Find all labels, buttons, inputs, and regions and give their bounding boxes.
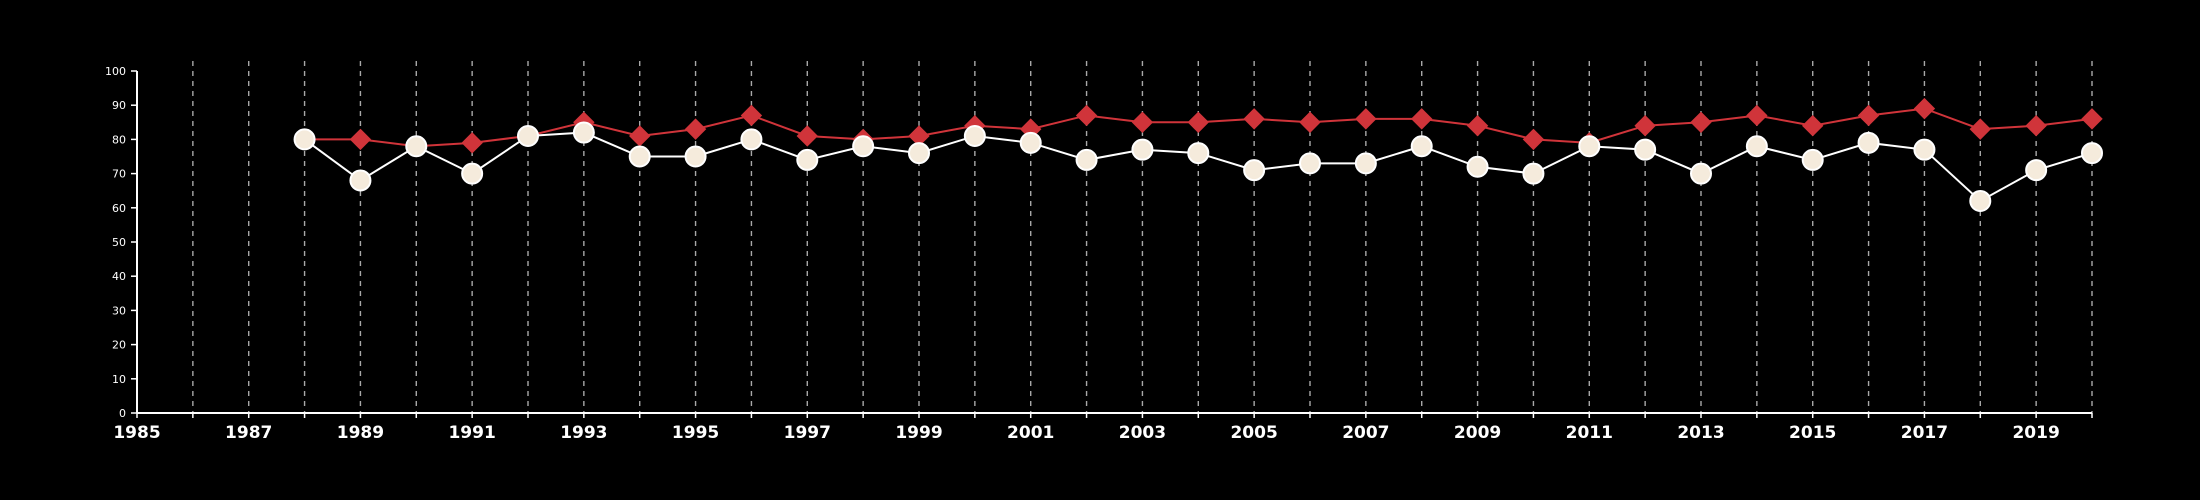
series-2-point-1998 bbox=[852, 135, 875, 158]
x-tick-label-2013: 2013 bbox=[1677, 423, 1724, 443]
series-2-point-2017 bbox=[1913, 138, 1936, 161]
y-tick-label-90: 90 bbox=[112, 99, 126, 112]
x-tick-label-2005: 2005 bbox=[1230, 423, 1277, 443]
series-1-point-2002 bbox=[1075, 104, 1098, 127]
axes: 1985 1987 1989 1991 1993 1995 1997 1999 2001 2003… bbox=[105, 65, 2093, 443]
series-2-point-2016 bbox=[1857, 131, 1880, 154]
y-tick-label-40: 40 bbox=[112, 270, 126, 283]
series-2-point-2007 bbox=[1354, 152, 1377, 175]
series-2-point-1989 bbox=[349, 169, 372, 192]
series-1-point-2017 bbox=[1913, 97, 1936, 120]
series-1-point-2019 bbox=[2025, 115, 2047, 137]
series-2-point-2006 bbox=[1299, 152, 1321, 175]
series-1-point-2007 bbox=[1355, 108, 1377, 130]
series-1-point-2018 bbox=[1969, 118, 1991, 140]
series-2-point-2005 bbox=[1243, 159, 1266, 182]
series-2-point-2014 bbox=[1745, 135, 1768, 158]
y-tick-label-80: 80 bbox=[112, 133, 126, 146]
x-tick-label-1991: 1991 bbox=[448, 423, 495, 443]
series-2-point-1993 bbox=[572, 121, 595, 144]
series-1-point-2013 bbox=[1690, 111, 1712, 134]
y-tick-label-60: 60 bbox=[112, 202, 126, 215]
series-1-point-2012 bbox=[1634, 115, 1656, 137]
x-tick-label-2019: 2019 bbox=[2012, 423, 2059, 443]
series-2-point-2020 bbox=[2081, 142, 2103, 165]
series-2-point-2013 bbox=[1690, 162, 1712, 185]
series-2-point-2019 bbox=[2025, 159, 2048, 182]
series-1-point-1997 bbox=[796, 125, 818, 147]
x-tick-label-1999: 1999 bbox=[895, 423, 942, 443]
series-2-point-1992 bbox=[517, 124, 539, 147]
y-tick-label-30: 30 bbox=[112, 304, 126, 317]
x-tick-label-1987: 1987 bbox=[225, 423, 272, 443]
series-2-point-2012 bbox=[1634, 138, 1657, 161]
x-tick-label-2003: 2003 bbox=[1119, 423, 1166, 443]
series-2-point-1996 bbox=[740, 128, 763, 151]
series-2-point-1995 bbox=[684, 145, 707, 168]
series-2-point-1999 bbox=[908, 142, 930, 165]
grid bbox=[192, 61, 2093, 413]
series-2-point-1994 bbox=[628, 145, 651, 168]
x-tick-label-1993: 1993 bbox=[560, 423, 607, 443]
series-2-point-2001 bbox=[1019, 131, 1042, 154]
series-2-point-2009 bbox=[1466, 155, 1489, 178]
x-tick-label-1985: 1985 bbox=[113, 423, 160, 443]
series-2-point-2003 bbox=[1131, 138, 1154, 161]
y-tick-label-50: 50 bbox=[112, 236, 126, 249]
series-1-point-2008 bbox=[1411, 108, 1433, 130]
series-layer bbox=[293, 97, 2103, 212]
x-tick-label-2009: 2009 bbox=[1454, 423, 1501, 443]
y-tick-label-100: 100 bbox=[105, 65, 126, 78]
x-tick-label-1997: 1997 bbox=[784, 423, 831, 443]
series-1-point-1996 bbox=[740, 104, 763, 127]
series-1-point-1989 bbox=[349, 128, 372, 151]
series-1-point-2014 bbox=[1746, 104, 1768, 127]
series-1-point-2004 bbox=[1187, 111, 1209, 134]
series-2-point-2011 bbox=[1578, 135, 1601, 158]
series-2-point-2004 bbox=[1187, 142, 1210, 165]
y-tick-label-70: 70 bbox=[112, 168, 126, 181]
series-1-point-2016 bbox=[1857, 104, 1880, 127]
y-tick-label-0: 0 bbox=[119, 407, 126, 420]
series-1-point-2020 bbox=[2081, 108, 2103, 130]
series-1-point-1994 bbox=[629, 125, 651, 147]
series-2-point-1997 bbox=[796, 148, 819, 171]
series-1-point-2006 bbox=[1299, 111, 1321, 134]
series-1-point-2010 bbox=[1522, 128, 1545, 151]
series-2-point-2010 bbox=[1522, 162, 1545, 185]
series-1-point-1991 bbox=[461, 132, 483, 154]
series-2-point-2018 bbox=[1969, 189, 1992, 212]
x-tick-label-1995: 1995 bbox=[672, 423, 719, 443]
x-tick-label-2011: 2011 bbox=[1566, 423, 1613, 443]
series-2-point-2000 bbox=[963, 124, 986, 147]
series-1-point-2009 bbox=[1466, 115, 1489, 137]
x-tick-label-2001: 2001 bbox=[1007, 423, 1054, 443]
series-1-point-2005 bbox=[1243, 108, 1265, 130]
series-1-point-2015 bbox=[1802, 115, 1824, 137]
x-tick-label-1989: 1989 bbox=[337, 423, 384, 443]
y-tick-label-20: 20 bbox=[112, 339, 126, 352]
series-1-point-1995 bbox=[684, 118, 707, 140]
y-tick-label-10: 10 bbox=[112, 373, 126, 386]
series-2-point-1990 bbox=[405, 135, 428, 158]
x-tick-label-2007: 2007 bbox=[1342, 423, 1389, 443]
x-tick-label-2017: 2017 bbox=[1901, 423, 1948, 443]
series-1-point-2003 bbox=[1131, 111, 1154, 134]
x-tick-label-2015: 2015 bbox=[1789, 423, 1836, 443]
series-2-point-1988 bbox=[293, 128, 316, 151]
series-2-point-2002 bbox=[1075, 148, 1098, 171]
series-2-point-2008 bbox=[1410, 135, 1433, 158]
series-2-point-1991 bbox=[461, 162, 484, 185]
series-2-point-2015 bbox=[1801, 148, 1824, 171]
